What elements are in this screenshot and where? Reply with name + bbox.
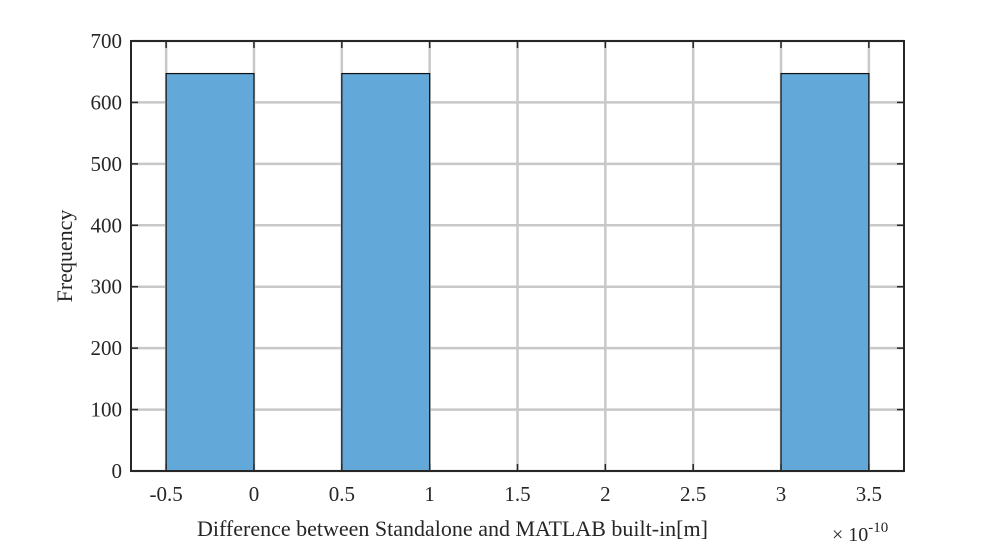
histogram-bar (341, 72, 431, 472)
x-tick-label: -0.5 (150, 482, 183, 506)
y-tick-label: 500 (91, 152, 123, 176)
y-tick-label: 300 (91, 275, 123, 299)
x-tick-label: 1.5 (504, 482, 530, 506)
y-axis-label: Frequency (52, 210, 77, 303)
y-tick-label: 0 (112, 459, 123, 483)
y-tick-label: 100 (91, 398, 123, 422)
x-tick-label: 3.5 (856, 482, 882, 506)
x-tick-label: 0 (249, 482, 260, 506)
y-tick-label: 400 (91, 213, 123, 237)
y-tick-label: 700 (91, 29, 123, 53)
x-axis-exponent-power: -10 (868, 520, 888, 536)
x-axis-exponent: × 10-10 (832, 520, 888, 546)
x-tick-label: 1 (424, 482, 435, 506)
x-tick-label: 2 (600, 482, 611, 506)
histogram-bars (165, 72, 870, 472)
x-tick-label: 3 (776, 482, 787, 506)
axis-ticks (131, 40, 904, 472)
x-tick-label: 2.5 (680, 482, 706, 506)
y-tick-label: 200 (91, 336, 123, 360)
histogram-bar (165, 72, 255, 472)
y-tick-label: 600 (91, 90, 123, 114)
histogram-bar (780, 72, 870, 472)
x-tick-labels: -0.5 0 0.5 1 1.5 2 2.5 3 3.5 (150, 482, 882, 506)
y-tick-labels: 0 100 200 300 400 500 600 700 (91, 29, 123, 483)
x-axis-label: Difference between Standalone and MATLAB… (197, 516, 708, 541)
x-axis-exponent-base: × 10 (832, 524, 868, 546)
x-tick-label: 0.5 (329, 482, 355, 506)
